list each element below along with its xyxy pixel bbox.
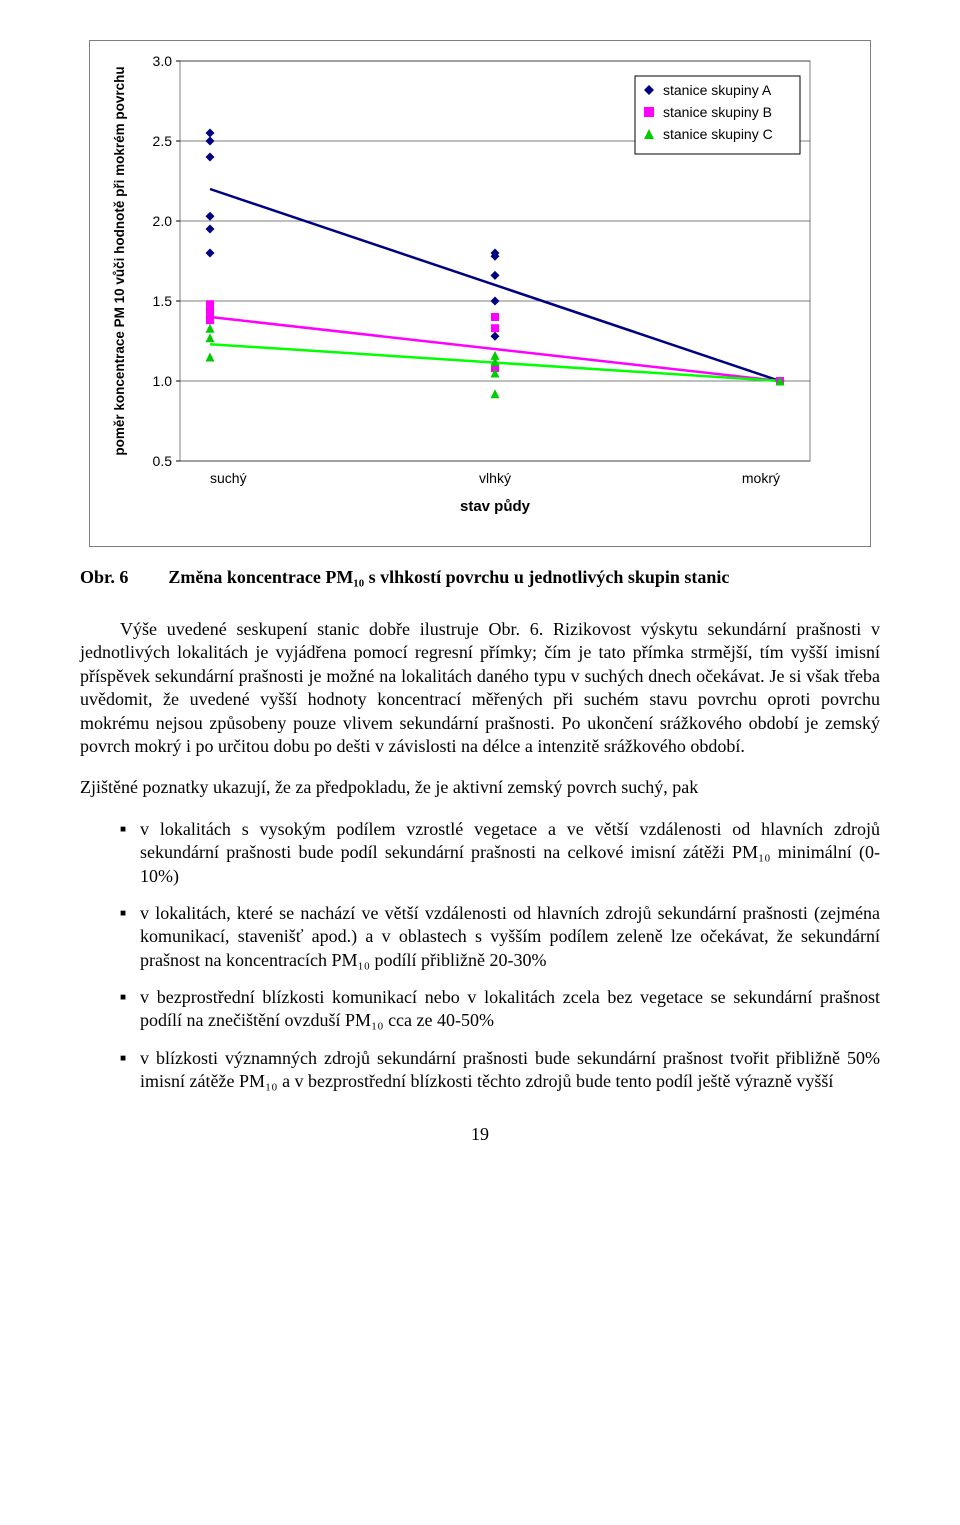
svg-text:mokrý: mokrý [742, 470, 780, 486]
caption-text: Změna koncentrace PM₁₀ s vlhkostí povrch… [168, 567, 729, 588]
list-item-text: v lokalitách s vysokým podílem vzrostlé … [140, 818, 880, 888]
caption-label: Obr. 6 [80, 567, 128, 588]
paragraph-2: Zjištěné poznatky ukazují, že za předpok… [80, 776, 880, 799]
list-item-text: v lokalitách, které se nachází ve větší … [140, 902, 880, 972]
list-item: ■ v blízkosti významných zdrojů sekundárn… [120, 1047, 880, 1094]
svg-text:stanice skupiny A: stanice skupiny A [663, 82, 772, 98]
list-item: ■v lokalitách s vysokým podílem vzrostlé… [120, 818, 880, 888]
figure-caption: Obr. 6 Změna koncentrace PM₁₀ s vlhkostí… [80, 567, 880, 588]
list-item: ■ v bezprostřední blízkosti komunikací ne… [120, 986, 880, 1033]
paragraph-1: Výše uvedené seskupení stanic dobře ilus… [80, 618, 880, 758]
svg-text:2.5: 2.5 [153, 133, 173, 149]
bullet-icon: ■ [120, 1047, 126, 1094]
chart-container: 0.5 1.0 1.5 2.0 2.5 3.0 suchý vlhký mokrý stav pů… [89, 40, 871, 547]
pm10-concentration-chart: 0.5 1.0 1.5 2.0 2.5 3.0 suchý vlhký mokrý stav pů… [100, 51, 840, 521]
svg-text:stanice skupiny C: stanice skupiny C [663, 126, 773, 142]
svg-text:stanice skupiny B: stanice skupiny B [663, 104, 772, 120]
bullet-icon: ■ [120, 902, 126, 972]
bullet-icon: ■ [120, 818, 126, 888]
svg-text:0.5: 0.5 [153, 453, 173, 469]
svg-text:poměr koncentrace PM 10 vůči h: poměr koncentrace PM 10 vůči hodnotě při… [112, 66, 127, 455]
bullet-icon: ■ [120, 986, 126, 1033]
svg-text:stav půdy: stav půdy [460, 498, 531, 515]
list-item-text: v bezprostřední blízkosti komunikací neb… [140, 986, 880, 1033]
svg-text:3.0: 3.0 [153, 53, 173, 69]
svg-text:2.0: 2.0 [153, 213, 173, 229]
page-number: 19 [80, 1124, 880, 1145]
svg-text:1.5: 1.5 [153, 293, 173, 309]
list-item-text: v blízkosti významných zdrojů sekundární… [140, 1047, 880, 1094]
svg-text:suchý: suchý [210, 470, 247, 486]
svg-text:1.0: 1.0 [153, 373, 173, 389]
bullet-list: ■v lokalitách s vysokým podílem vzrostlé… [80, 818, 880, 1094]
list-item: ■v lokalitách, které se nachází ve větší… [120, 902, 880, 972]
svg-text:vlhký: vlhký [479, 470, 511, 486]
